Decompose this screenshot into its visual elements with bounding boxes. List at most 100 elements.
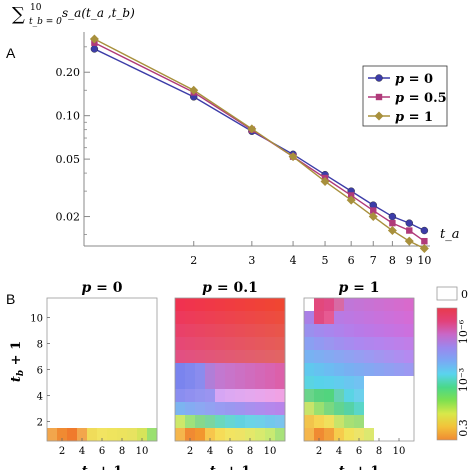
heatmap-cell xyxy=(185,298,196,312)
heatmap-cell xyxy=(107,350,118,364)
heatmap-cell xyxy=(265,415,276,429)
heatmap-cell xyxy=(394,350,405,364)
heatmap-cell xyxy=(374,428,385,442)
heatmap-cell xyxy=(77,428,88,442)
heatmap-y-tick-label: 8 xyxy=(37,340,43,351)
heatmap-cell xyxy=(97,415,108,429)
heatmap-cell xyxy=(394,428,405,442)
heatmap-cell xyxy=(57,415,68,429)
heatmap-cell xyxy=(334,376,345,390)
heatmap-cell xyxy=(364,389,375,403)
heatmap-cell xyxy=(404,324,415,338)
heatmap-cell xyxy=(265,376,276,390)
heatmap-x-tick-label: 4 xyxy=(336,446,342,457)
heatmap-cell xyxy=(384,311,395,325)
heatmap-cell xyxy=(245,376,256,390)
heatmap-cell xyxy=(304,337,315,351)
heatmap-cell xyxy=(404,350,415,364)
legend-label: p = 0.5 xyxy=(395,91,447,106)
data-point xyxy=(89,34,99,44)
x-tick-label: 8 xyxy=(389,254,396,267)
legend-marker xyxy=(375,93,383,101)
panel-a-series xyxy=(89,34,429,254)
heatmap-cell xyxy=(275,389,286,403)
heatmap-cell xyxy=(354,402,365,416)
heatmap-cell xyxy=(77,311,88,325)
heatmap-cell xyxy=(117,428,128,442)
heatmap-cell xyxy=(97,363,108,377)
heatmap-cell xyxy=(127,350,138,364)
heatmap-cell xyxy=(57,428,68,442)
heatmap-cell xyxy=(215,311,226,325)
heatmap-cell xyxy=(67,350,78,364)
heatmap-cell xyxy=(344,324,355,338)
y-axis-title-func: s_a(t_a ,t_b) xyxy=(62,6,135,20)
heatmap-cell xyxy=(97,389,108,403)
heatmap-cell xyxy=(87,311,98,325)
heatmap-cell xyxy=(127,376,138,390)
data-point xyxy=(370,207,377,214)
heatmap-cell xyxy=(185,402,196,416)
heatmap-cell xyxy=(107,402,118,416)
heatmap-cell xyxy=(304,350,315,364)
heatmap-cell xyxy=(175,376,186,390)
heatmap-x-tick-label: 4 xyxy=(207,446,213,457)
y-tick-label: 0.10 xyxy=(56,110,81,123)
heatmap-cell xyxy=(354,376,365,390)
heatmap-cell xyxy=(195,337,206,351)
heatmap-cell xyxy=(137,376,148,390)
data-point xyxy=(90,45,99,53)
heatmap-cell xyxy=(275,350,286,364)
series-2 xyxy=(89,34,429,254)
heatmap-cell xyxy=(235,298,246,312)
heatmap-cell xyxy=(147,298,158,312)
heatmap-cell xyxy=(87,324,98,338)
heatmap-cell xyxy=(147,311,158,325)
heatmap-cell xyxy=(245,363,256,377)
heatmap-cell xyxy=(245,337,256,351)
series-line xyxy=(94,48,425,232)
heatmap-cell xyxy=(107,415,118,429)
heatmap-cell xyxy=(147,415,158,429)
data-point xyxy=(389,219,396,227)
heatmap-cell xyxy=(67,363,78,377)
heatmap-cell xyxy=(47,324,58,338)
heatmap-cell xyxy=(67,428,78,442)
heatmap-cell xyxy=(137,428,148,442)
heatmap-cell xyxy=(87,415,98,429)
data-point xyxy=(288,152,298,162)
heatmap-cell xyxy=(314,376,325,390)
heatmap-cell xyxy=(137,298,148,312)
data-point xyxy=(421,237,428,245)
heatmap-cell xyxy=(77,363,88,377)
heatmap-cell xyxy=(215,350,226,364)
heatmap-cell xyxy=(205,324,216,338)
heatmap-cell xyxy=(255,428,266,442)
heatmap-cell xyxy=(374,337,385,351)
heatmap-cell xyxy=(404,402,415,416)
heatmap-cell xyxy=(67,415,78,429)
heatmap-cell xyxy=(67,324,78,338)
y-tick-label: 0.05 xyxy=(56,153,81,166)
heatmap-cell xyxy=(67,389,78,403)
heatmap-cell xyxy=(324,311,335,325)
heatmap-cell xyxy=(117,402,128,416)
heatmap-cell xyxy=(255,402,266,416)
heatmap-cell xyxy=(47,363,58,377)
heatmap-cell xyxy=(215,415,226,429)
heatmap-cell xyxy=(334,337,345,351)
heatmap-cell xyxy=(404,363,415,377)
heatmap-cell xyxy=(324,298,335,312)
heatmap-cell xyxy=(364,363,375,377)
heatmap-cell xyxy=(57,311,68,325)
heatmap-cell xyxy=(127,324,138,338)
heatmap-cell xyxy=(77,298,88,312)
heatmap-cell xyxy=(314,324,325,338)
heatmap-cell xyxy=(275,415,286,429)
heatmap-cell xyxy=(235,402,246,416)
heatmap-cell xyxy=(77,415,88,429)
x-tick-label: 7 xyxy=(370,254,377,267)
heatmap-cell xyxy=(364,350,375,364)
heatmap-x-tick-label: 6 xyxy=(356,446,362,457)
heatmap-cell xyxy=(137,389,148,403)
